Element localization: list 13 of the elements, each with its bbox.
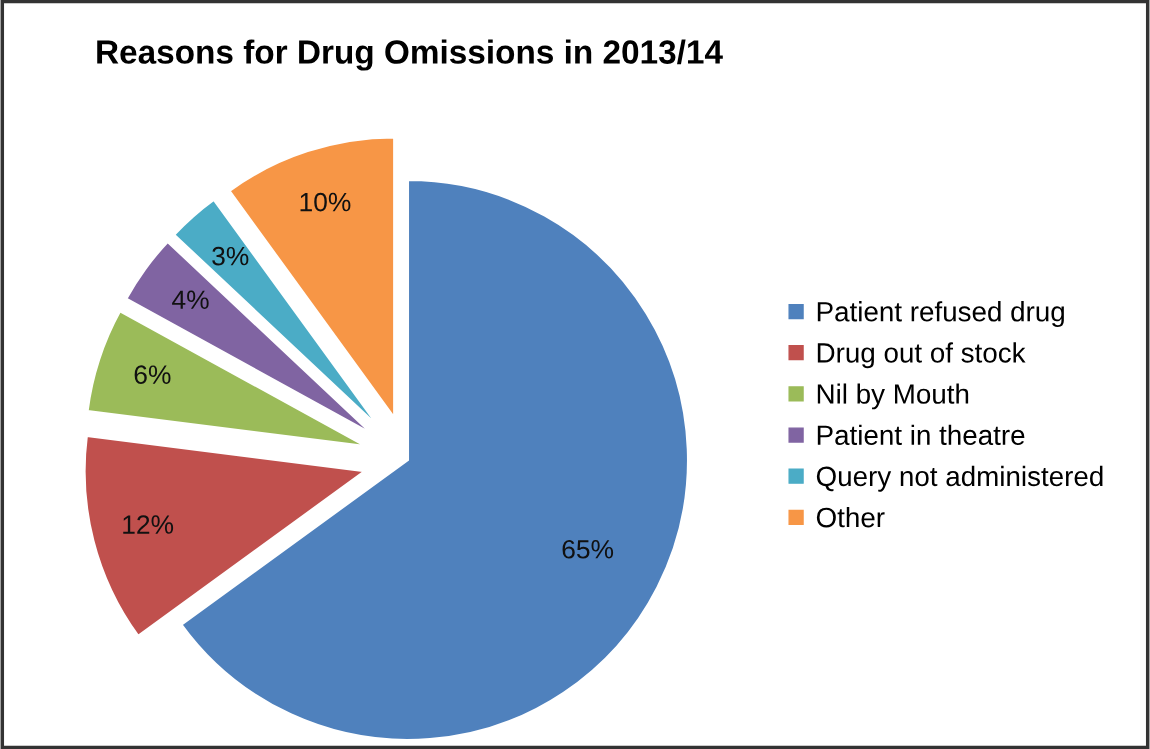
legend-label: Patient in theatre — [817, 424, 1025, 446]
legend-label: Patient refused drug — [817, 301, 1064, 328]
data-label: 4% — [172, 290, 209, 309]
legend-label: Query not administered — [816, 465, 1103, 492]
data-label: 12% — [123, 515, 174, 534]
data-label: 3% — [212, 246, 249, 266]
legend-label: Nil by Mouth — [817, 383, 969, 410]
legend-label: Drug out of stock — [817, 342, 1026, 369]
legend-label: Other — [816, 506, 885, 528]
data-label: 65% — [562, 539, 614, 559]
chart-title: Reasons for Drug Omissions in 2013/14 — [97, 39, 723, 71]
data-label: 10% — [300, 192, 351, 212]
data-label: 6% — [134, 365, 171, 385]
